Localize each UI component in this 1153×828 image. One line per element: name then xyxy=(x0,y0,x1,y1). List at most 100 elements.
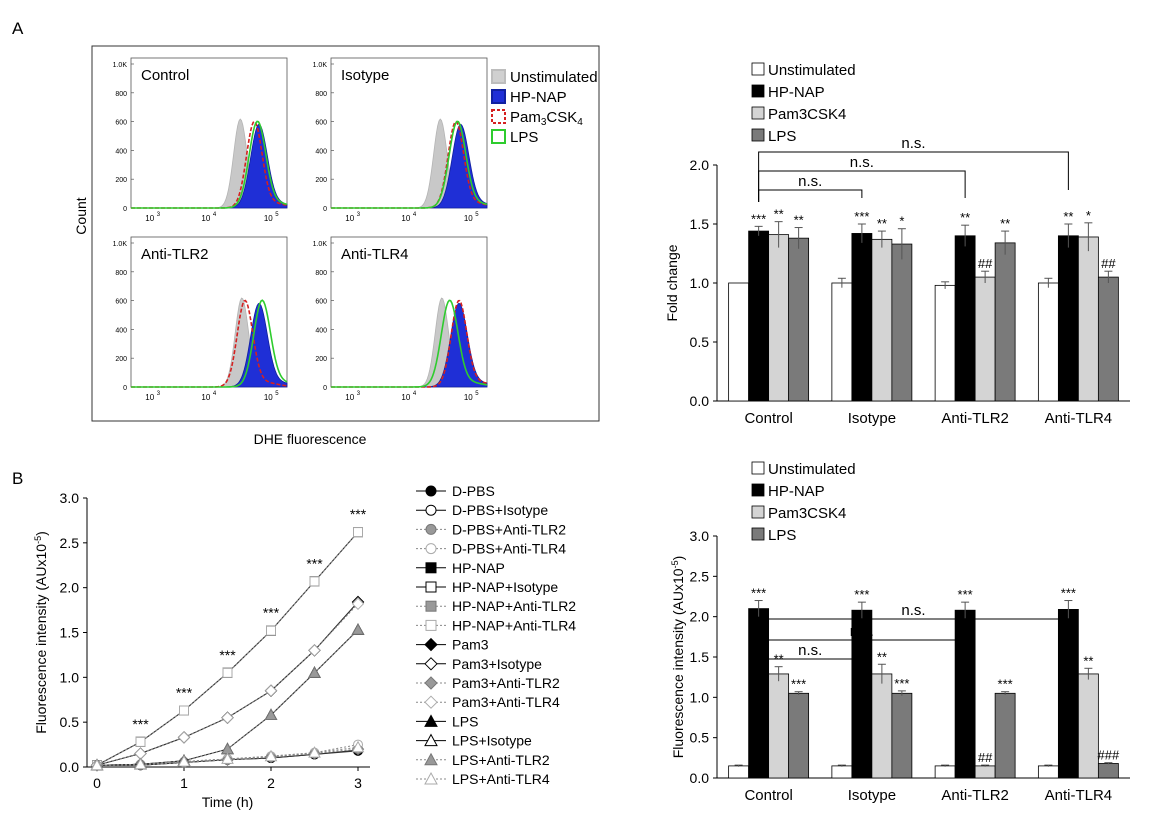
x-tick-label: Anti-TLR2 xyxy=(941,410,1009,427)
legend-label: LPS xyxy=(768,527,796,544)
legend-swatch-2 xyxy=(491,109,506,124)
x-tick-label: Anti-TLR2 xyxy=(941,787,1009,804)
legend-marker xyxy=(425,485,437,497)
significance-label: *** xyxy=(998,677,1013,692)
line-legend-label: HP-NAP+Anti-TLR4 xyxy=(452,617,576,633)
flow-ytick-label: 800 xyxy=(115,91,127,98)
flow-xtick-label: 10 xyxy=(464,393,473,402)
flow-frame xyxy=(91,45,600,422)
flow-panel-title: Isotype xyxy=(341,67,389,84)
x-tick-label: 0 xyxy=(93,775,101,791)
y-tick-label: 0.5 xyxy=(690,334,710,350)
significance-label: * xyxy=(1086,208,1091,223)
bar-hp-nap xyxy=(851,233,873,402)
line-legend-label: D-PBS+Anti-TLR4 xyxy=(452,541,566,557)
flow-ytick-label: 800 xyxy=(315,91,327,98)
bar-unstimulated xyxy=(934,284,956,402)
flow-xtick-exp: 4 xyxy=(213,212,217,218)
line-legend-label: Pam3 xyxy=(452,637,489,653)
data-point xyxy=(351,740,365,753)
legend-marker xyxy=(424,676,438,690)
y-tick-label: 0.5 xyxy=(60,714,80,730)
line-legend-label: Pam3+Anti-TLR4 xyxy=(452,694,560,710)
data-point xyxy=(222,667,233,678)
ns-label: n.s. xyxy=(850,154,874,171)
bar-lps xyxy=(891,243,913,402)
legend-swatch xyxy=(751,505,765,519)
flow-xtick-exp: 3 xyxy=(357,212,361,218)
significance-label: ** xyxy=(877,649,887,664)
legend-swatch-1 xyxy=(491,89,506,104)
legend-marker xyxy=(425,504,437,516)
legend-marker xyxy=(425,600,437,612)
significance-label: ** xyxy=(877,216,887,231)
data-point xyxy=(264,749,278,762)
legend-swatch-3 xyxy=(491,129,506,144)
data-point xyxy=(309,576,320,587)
legend-swatch xyxy=(751,527,765,541)
flow-legend-label: HP-NAP xyxy=(510,89,567,106)
significance-label: *** xyxy=(132,716,149,732)
flow-ytick-label: 1.0K xyxy=(113,62,128,69)
flow-xtick-exp: 5 xyxy=(275,212,279,218)
bar-hp-nap xyxy=(1057,235,1079,402)
line-legend-label: Pam3+Isotype xyxy=(452,656,542,672)
flow-panel-title: Control xyxy=(141,67,189,84)
bar-hp-nap xyxy=(1057,609,1079,779)
flow-ytick-label: 200 xyxy=(315,356,327,363)
ns-label: n.s. xyxy=(901,602,925,619)
bar-lps xyxy=(891,692,913,779)
legend-swatch xyxy=(751,483,765,497)
x-tick-label: Anti-TLR4 xyxy=(1045,410,1113,427)
data-point xyxy=(221,711,234,724)
legend-swatch xyxy=(751,84,765,98)
data-point xyxy=(134,747,147,760)
y-tick-label: 2.0 xyxy=(60,580,80,596)
line-legend-label: LPS xyxy=(452,713,478,729)
bar-hp-nap xyxy=(748,230,770,402)
line-legend-label: HP-NAP xyxy=(452,560,505,576)
flow-xtick-label: 10 xyxy=(145,393,154,402)
flow-xtick-exp: 3 xyxy=(357,391,361,397)
data-point xyxy=(177,731,191,744)
x-tick-label: 3 xyxy=(354,775,362,791)
data-point xyxy=(351,597,365,611)
y-tick-label: 1.0 xyxy=(690,275,710,291)
x-tick-label: 1 xyxy=(180,775,188,791)
line-legend-label: D-PBS+Anti-TLR2 xyxy=(452,521,566,537)
data-point xyxy=(179,705,189,716)
flow-xtick-label: 10 xyxy=(264,214,273,223)
bar-pam3csk4 xyxy=(871,238,893,402)
ns-bracket xyxy=(758,639,863,660)
line-legend-label: LPS+Isotype xyxy=(452,733,532,749)
data-point xyxy=(308,666,321,678)
bar-unstimulated xyxy=(728,282,750,402)
flow-xtick-exp: 3 xyxy=(157,212,161,218)
significance-label: *** xyxy=(958,587,973,602)
ns-bracket xyxy=(758,618,1069,646)
flow-xtick-label: 10 xyxy=(464,214,473,223)
bar-unstimulated xyxy=(831,282,853,402)
legend-marker xyxy=(424,771,438,785)
legend-marker xyxy=(424,695,438,709)
y-tick-label: 3.0 xyxy=(690,528,710,544)
x-tick-label: Isotype xyxy=(848,410,896,427)
flow-ytick-label: 200 xyxy=(315,177,327,184)
data-point xyxy=(264,684,278,697)
y-tick-label: 1.5 xyxy=(60,625,80,641)
significance-label: *** xyxy=(854,209,869,224)
legend-marker xyxy=(424,657,438,671)
y-tick-label: 1.5 xyxy=(690,649,710,665)
flow-xtick-exp: 5 xyxy=(475,391,479,397)
panel-label-b: B xyxy=(12,469,23,488)
bar-pam3csk4 xyxy=(974,765,996,779)
x-tick-label: Isotype xyxy=(848,787,896,804)
flow-xtick-label: 10 xyxy=(345,393,354,402)
ns-label: n.s. xyxy=(798,642,822,659)
legend-label: HP-NAP xyxy=(768,483,825,500)
line-legend-label: HP-NAP+Isotype xyxy=(452,579,558,595)
flow-xtick-label: 10 xyxy=(401,214,410,223)
histogram-lps xyxy=(331,120,488,209)
